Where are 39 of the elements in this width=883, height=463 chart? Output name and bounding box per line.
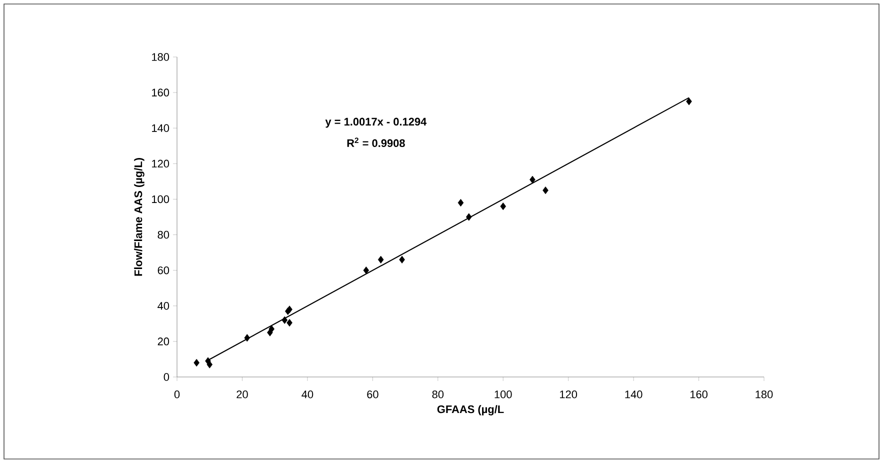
x-tick-label: 60 xyxy=(367,390,378,398)
point xyxy=(244,334,250,342)
annotation: R$^{2}$ = 0.9908 xyxy=(347,138,405,148)
y-tick-label: 120 xyxy=(152,160,170,168)
point xyxy=(530,176,536,184)
point xyxy=(268,325,274,333)
point xyxy=(282,316,288,324)
y-tick-label: 80 xyxy=(158,230,170,239)
x-tick-label: 40 xyxy=(302,390,314,398)
point xyxy=(686,98,692,106)
x-tick-label: 180 xyxy=(756,390,773,398)
y-tick-label: 100 xyxy=(152,195,170,204)
point xyxy=(378,256,384,264)
x-tick-label: 140 xyxy=(625,390,642,398)
point xyxy=(194,358,200,367)
point xyxy=(399,256,405,264)
x-tick-label: 20 xyxy=(236,390,248,398)
x-tick-label: 120 xyxy=(560,390,578,398)
annotation: y = 1.0017x - 0.1294 xyxy=(325,118,427,128)
y-tick-label: 20 xyxy=(158,338,170,346)
point xyxy=(458,198,464,207)
y-tick-label: 0 xyxy=(164,373,170,381)
y-tick-label: 180 xyxy=(152,53,170,61)
y-tick-label: 60 xyxy=(158,266,170,274)
x-axis-title: GFAAS (µg/L xyxy=(437,405,504,416)
point xyxy=(363,266,370,274)
x-tick-label: 100 xyxy=(494,390,512,398)
point xyxy=(206,360,213,368)
point xyxy=(542,186,548,194)
y-tick-label: 160 xyxy=(152,88,170,96)
point xyxy=(500,202,506,210)
point xyxy=(286,318,292,327)
y-axis-title: Flow/Flame AAS (µg/L) xyxy=(134,158,144,276)
x-tick-label: 0 xyxy=(174,390,180,398)
x-tick-label: 160 xyxy=(690,390,708,398)
point xyxy=(466,213,472,221)
y-tick-label: 40 xyxy=(158,302,170,310)
y-tick-label: 140 xyxy=(152,124,170,132)
x-tick-label: 80 xyxy=(432,390,444,398)
